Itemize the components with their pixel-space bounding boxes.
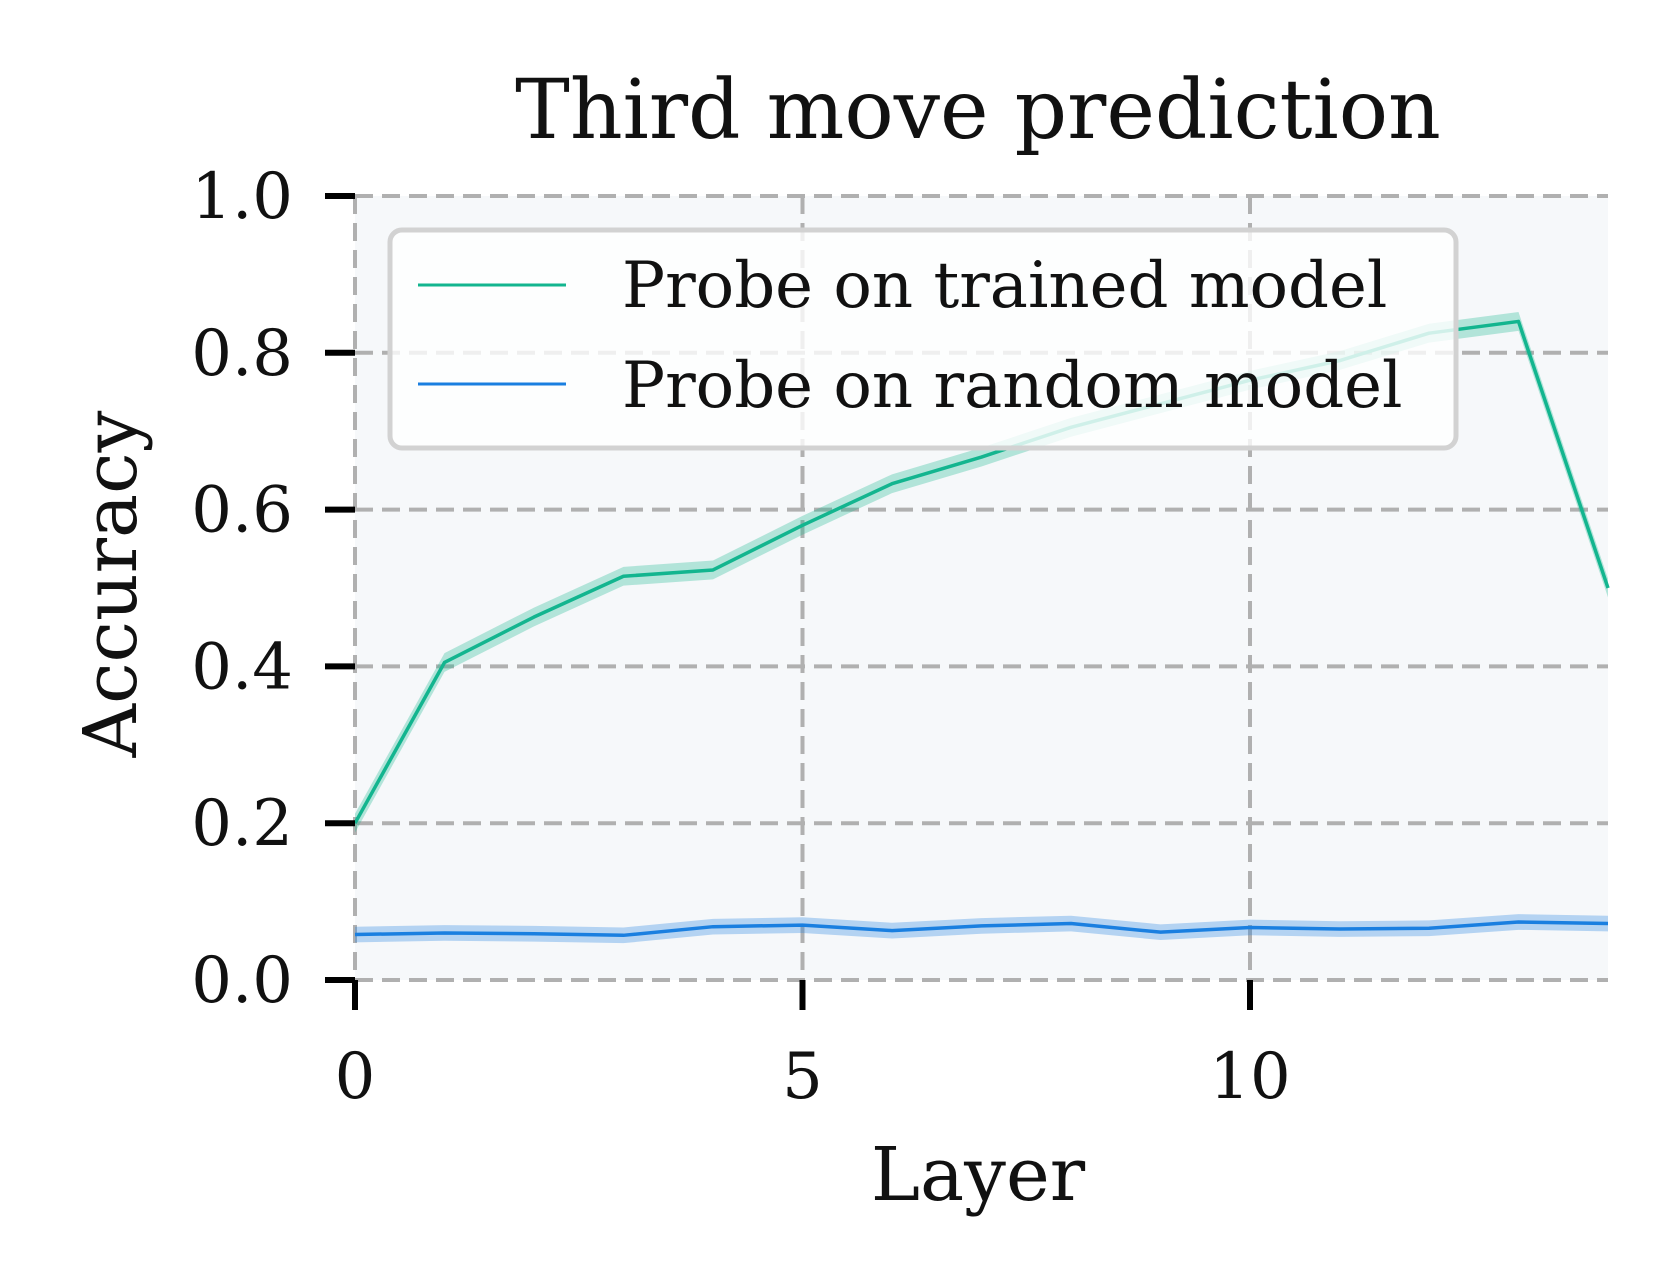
x-axis-label: Layer xyxy=(871,1132,1086,1218)
x-axis-ticks: 0 5 10 xyxy=(335,980,1291,1114)
y-tick-label: 0.4 xyxy=(191,630,293,704)
band-random xyxy=(355,914,1608,944)
chart-title: Third move prediction xyxy=(515,63,1441,158)
legend-label-random: Probe on random model xyxy=(622,349,1403,423)
x-tick-label: 0 xyxy=(335,1040,376,1114)
y-tick-label: 1.0 xyxy=(191,160,293,234)
legend-label-trained: Probe on trained model xyxy=(622,249,1387,323)
y-tick-label: 0.6 xyxy=(191,474,293,548)
line-random xyxy=(354,920,1609,938)
y-tick-label: 0.2 xyxy=(191,787,293,861)
y-tick-label: 0.8 xyxy=(191,317,293,391)
legend-box xyxy=(387,227,1459,451)
y-axis-ticks: 0.0 0.2 0.4 0.6 0.8 1.0 xyxy=(191,160,355,1018)
y-tick-label: 0.0 xyxy=(191,944,293,1018)
y-axis-label: Accuracy xyxy=(68,410,154,758)
legend: Probe on trained model Probe on random m… xyxy=(387,227,1459,451)
x-tick-label: 5 xyxy=(782,1040,823,1114)
x-tick-label: 10 xyxy=(1209,1040,1290,1114)
confidence-bands xyxy=(355,312,1608,944)
